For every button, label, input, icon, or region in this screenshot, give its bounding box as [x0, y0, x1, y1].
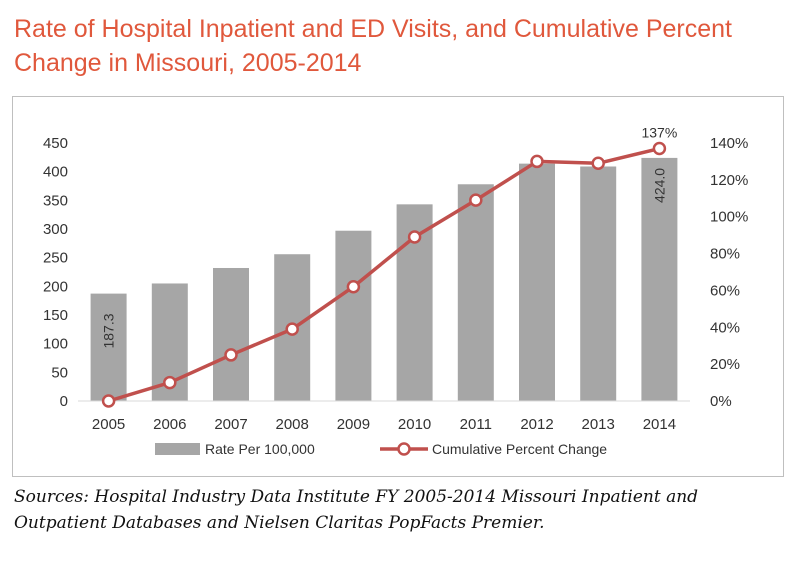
legend-line-marker — [397, 442, 411, 456]
y-left-tick-label: 300 — [43, 221, 68, 238]
bar-2009 — [335, 230, 372, 401]
legend-bar-label: Rate Per 100,000 — [205, 441, 315, 457]
y-right-tick-label: 140% — [710, 135, 748, 152]
y-left-tick-label: 150 — [43, 307, 68, 324]
y-left-tick-label: 100 — [43, 336, 68, 353]
bar-2011 — [457, 184, 494, 401]
source-note: Sources: Hospital Industry Data Institut… — [14, 487, 699, 533]
y-right-tick-label: 0% — [710, 393, 732, 410]
legend-bar-swatch — [155, 443, 200, 455]
chart-title: Rate of Hospital Inpatient and ED Visits… — [14, 15, 732, 77]
y-right-tick-label: 40% — [710, 319, 740, 336]
bar-data-label: 187.3 — [101, 313, 117, 348]
bar-2005 — [90, 293, 127, 401]
y-right-tick-label: 120% — [710, 172, 748, 189]
x-tick-label: 2005 — [92, 416, 125, 433]
bar-2012 — [519, 163, 555, 401]
y-right-tick-label: 60% — [710, 282, 740, 299]
line-point-2008 — [285, 322, 299, 336]
bar-2007 — [213, 267, 249, 401]
line-point-2014 — [652, 141, 667, 156]
x-tick-label: 2006 — [153, 416, 186, 433]
line-point-2009 — [346, 279, 361, 294]
legend-line-label: Cumulative Percent Change — [432, 441, 607, 457]
line-point-2012 — [530, 154, 544, 169]
line-point-2011 — [469, 193, 483, 207]
line-point-2010 — [407, 230, 422, 244]
x-tick-label: 2012 — [520, 416, 553, 433]
y-left-tick-label: 450 — [43, 135, 68, 152]
y-left-tick-label: 0 — [60, 393, 68, 410]
bar-2014 — [641, 157, 678, 401]
line-point-2005 — [101, 394, 116, 408]
x-tick-label: 2014 — [643, 416, 676, 433]
x-tick-label: 2010 — [398, 416, 431, 433]
y-right-tick-label: 100% — [710, 209, 748, 226]
y-left-tick-label: 350 — [43, 192, 68, 209]
chart-svg: 0 50 100 150 200 250 300 350 400 450 0% 20% 40% 60% 8… — [43, 125, 748, 457]
y-left-tick-label: 400 — [43, 164, 68, 181]
bar-data-label: 424.0 — [651, 168, 667, 203]
x-tick-label: 2011 — [460, 416, 492, 433]
cumulative-line — [108, 146, 660, 403]
x-tick-label: 2009 — [337, 416, 370, 433]
y-left-tick-label: 50 — [51, 364, 68, 381]
line-point-2006 — [163, 375, 177, 390]
y-right-tick-label: 20% — [710, 356, 740, 373]
bar-2013 — [580, 166, 617, 401]
x-tick-label: 2008 — [276, 416, 309, 433]
y-left-tick-label: 250 — [43, 250, 68, 267]
x-tick-label: 2013 — [582, 416, 615, 433]
line-point-2013 — [591, 156, 605, 171]
y-right-tick-label: 80% — [710, 246, 740, 263]
line-data-label: 137% — [641, 125, 677, 141]
line-point-2007 — [224, 348, 238, 362]
x-tick-label: 2007 — [214, 416, 247, 433]
y-left-tick-label: 200 — [43, 278, 68, 295]
